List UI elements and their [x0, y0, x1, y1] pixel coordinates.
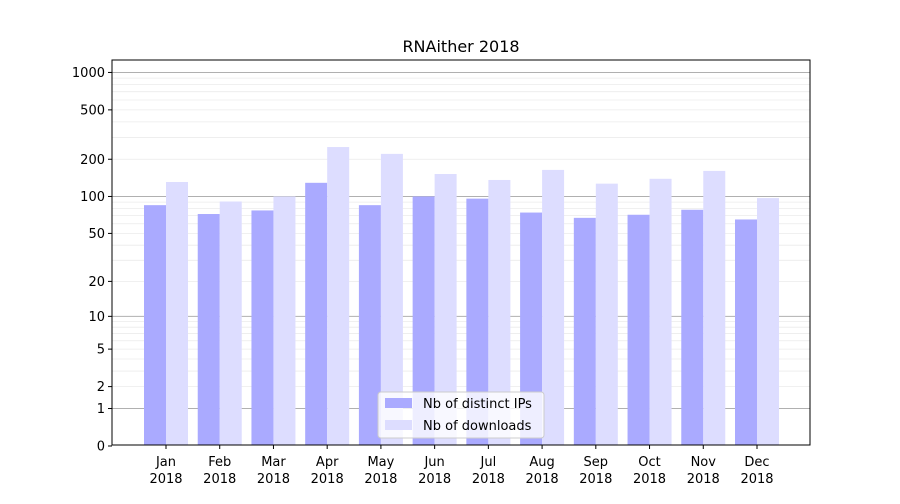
y-tick-label: 0: [97, 440, 105, 455]
legend-box: [377, 391, 545, 439]
x-tick-label: Nov 2018: [687, 455, 720, 487]
legend-label-ips: Nb of distinct IPs: [423, 397, 532, 412]
x-tick-label: Jan 2018: [149, 455, 182, 487]
bar-distinct-ips: [305, 182, 328, 445]
y-tick-label: 100: [80, 190, 105, 205]
x-tick-label: Mar 2018: [257, 455, 290, 487]
y-tick-label: 1: [97, 402, 105, 417]
y-tick-label: 20: [88, 275, 105, 290]
y-tick-label: 500: [80, 103, 105, 118]
x-tick-label: Apr 2018: [311, 455, 344, 487]
bar-distinct-ips: [520, 212, 543, 445]
y-tick-label: 1000: [72, 66, 105, 81]
bar-downloads: [649, 178, 672, 445]
x-tick-label: Oct 2018: [633, 455, 666, 487]
bar-distinct-ips: [573, 217, 596, 445]
axes-frame: [111, 59, 811, 446]
x-tick-label: Aug 2018: [526, 455, 559, 487]
bar-downloads: [327, 147, 350, 445]
x-axis: Jan 2018 Feb 2018 Mar 2018 Apr 2018 May 2018 Jun 20…: [149, 445, 774, 487]
bar-distinct-ips: [412, 196, 435, 445]
bar-downloads: [542, 169, 565, 445]
legend: Nb of distinct IPs Nb of downloads: [377, 391, 545, 439]
bar-distinct-ips: [251, 210, 274, 445]
y-tick-label: 10: [88, 310, 105, 325]
y-axis: 0 1 2 5 10 20 50 100 200 500 1000: [72, 66, 112, 455]
y-tick-label: 2: [97, 380, 105, 395]
bar-downloads: [488, 179, 511, 446]
bar-downloads: [166, 181, 188, 446]
legend-swatch-downloads: [385, 420, 412, 430]
y-tick-label: 5: [97, 343, 105, 358]
y-tick-label: 200: [80, 153, 105, 168]
bar-downloads: [434, 174, 457, 445]
bar-downloads: [219, 201, 242, 445]
x-tick-label: Jun 2018: [418, 455, 451, 487]
legend-label-downloads: Nb of downloads: [423, 419, 532, 434]
bars: [144, 147, 779, 446]
x-tick-label: May 2018: [364, 455, 397, 487]
bar-downloads: [595, 183, 618, 446]
bar-downloads: [380, 153, 403, 445]
bar-distinct-ips: [144, 205, 166, 445]
x-tick-label: Sep 2018: [579, 455, 612, 487]
legend-swatch-ips: [385, 398, 412, 408]
x-tick-label: Jul 2018: [472, 455, 505, 487]
chart-title: RNAither 2018: [402, 37, 519, 56]
x-tick-label: Feb 2018: [203, 455, 236, 487]
bar-distinct-ips: [358, 205, 381, 445]
bar-downloads: [757, 198, 779, 445]
bar-distinct-ips: [466, 198, 489, 445]
bar-distinct-ips: [681, 209, 704, 445]
bar-distinct-ips: [197, 214, 220, 445]
bar-distinct-ips: [627, 214, 650, 445]
bar-distinct-ips: [735, 219, 757, 445]
y-tick-label: 50: [88, 227, 105, 242]
bar-downloads: [703, 170, 726, 445]
x-tick-label: Dec 2018: [740, 455, 773, 487]
bar-downloads: [273, 196, 296, 445]
